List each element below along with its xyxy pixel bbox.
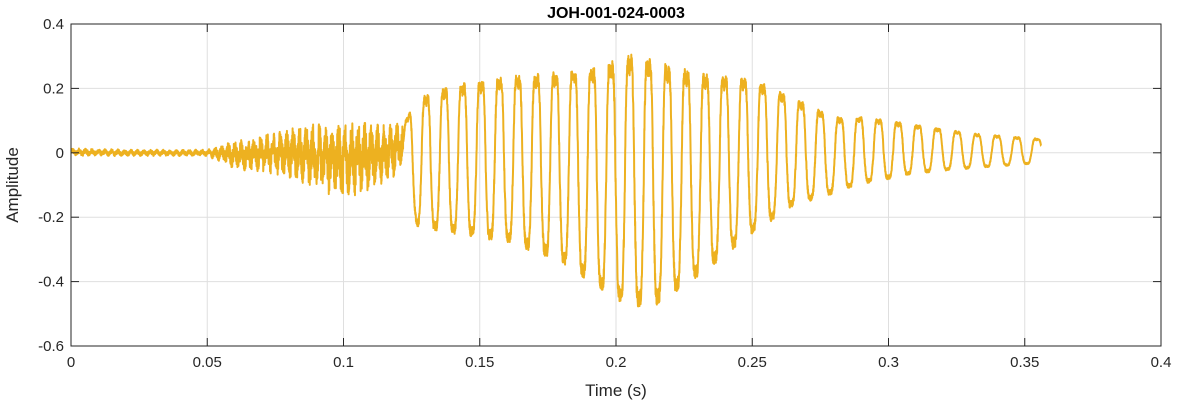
y-tick-label: -0.4 (38, 274, 64, 291)
y-tick-label: 0.4 (43, 16, 64, 33)
chart-title: JOH-001-024-0003 (547, 5, 685, 22)
y-tick-label: 0.2 (43, 80, 64, 97)
x-tick-label: 0.35 (1010, 354, 1039, 371)
x-tick-labels: 0 0.05 0.1 0.15 0.2 0.25 0.3 0.35 0.4 (67, 354, 1172, 371)
x-tick-label: 0 (67, 354, 75, 371)
x-tick-label: 0.15 (465, 354, 494, 371)
x-tick-label: 0.3 (878, 354, 899, 371)
x-tick-label: 0.1 (333, 354, 354, 371)
y-tick-label: -0.6 (38, 338, 64, 355)
x-axis-label: Time (s) (585, 381, 647, 400)
y-tick-label: -0.2 (38, 209, 64, 226)
x-tick-label: 0.05 (193, 354, 222, 371)
axis-ticks (70, 23, 1162, 347)
x-tick-label: 0.4 (1151, 354, 1172, 371)
y-axis-label: Amplitude (3, 147, 22, 223)
y-tick-label: 0 (56, 145, 64, 162)
x-tick-label: 0.25 (738, 354, 767, 371)
x-tick-label: 0.2 (606, 354, 627, 371)
y-tick-labels: -0.6 -0.4 -0.2 0 0.2 0.4 (38, 16, 64, 355)
waveform-line (71, 53, 1042, 308)
